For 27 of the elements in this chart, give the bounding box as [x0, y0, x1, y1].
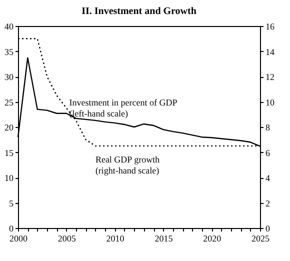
y2-tick-label: 16: [266, 22, 275, 32]
y-tick-label: 5: [9, 198, 14, 208]
y-tick-label: 20: [4, 122, 14, 132]
y-tick-label: 30: [4, 72, 14, 82]
y2-tick-label: 4: [266, 173, 270, 183]
y2-tick-label: 8: [266, 122, 270, 132]
y2-tick-label: 0: [266, 224, 270, 234]
series-label: Real GDP growth (right-hand scale): [95, 154, 160, 176]
x-tick-label: 2025: [252, 234, 270, 244]
x-tick-label: 2000: [10, 234, 28, 244]
y-tick-label: 15: [4, 148, 14, 158]
x-tick-label: 2020: [203, 234, 222, 244]
x-tick-label: 2005: [58, 234, 76, 244]
x-tick-label: 2015: [154, 234, 174, 244]
y2-tick-label: 6: [266, 148, 270, 158]
chart-title: II. Investment and Growth: [82, 6, 197, 17]
x-tick-label: 2010: [106, 234, 125, 244]
y-tick-label: 40: [4, 22, 14, 32]
y2-tick-label: 12: [266, 72, 274, 82]
y-tick-label: 10: [4, 173, 14, 183]
y2-tick-label: 2: [266, 198, 270, 208]
series-label: Investment in percent of GDP (left-hand scale): [69, 98, 178, 119]
y-tick-label: 0: [9, 224, 14, 234]
y2-tick-label: 14: [266, 46, 275, 57]
y2-tick-label: 10: [266, 97, 275, 108]
y-tick-label: 35: [4, 46, 14, 57]
y-tick-label: 25: [4, 97, 14, 108]
